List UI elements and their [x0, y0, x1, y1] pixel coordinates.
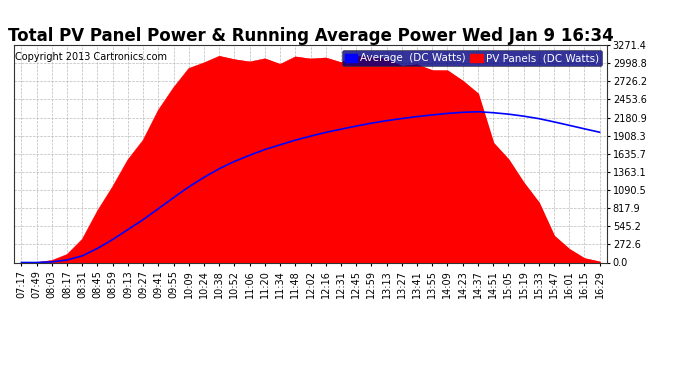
Text: Copyright 2013 Cartronics.com: Copyright 2013 Cartronics.com: [15, 51, 167, 62]
Title: Total PV Panel Power & Running Average Power Wed Jan 9 16:34: Total PV Panel Power & Running Average P…: [8, 27, 613, 45]
Legend: Average  (DC Watts), PV Panels  (DC Watts): Average (DC Watts), PV Panels (DC Watts): [342, 50, 602, 66]
